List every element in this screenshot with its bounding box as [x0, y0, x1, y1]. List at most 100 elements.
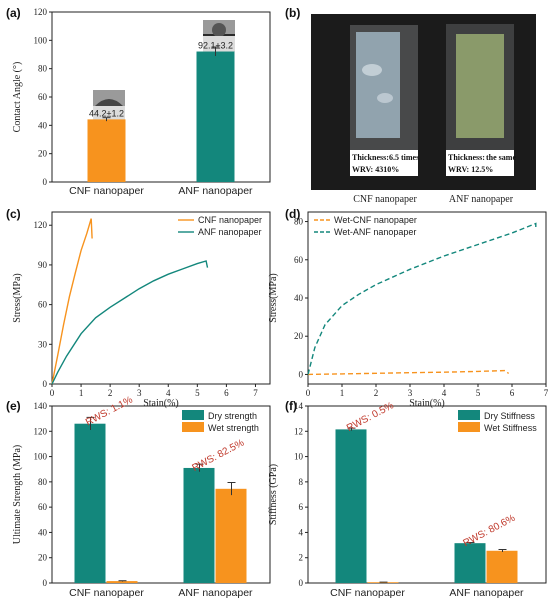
y-tick-label-a: 60: [38, 92, 48, 102]
panel-label-e: (e): [6, 399, 21, 413]
x-tick-label-c: 6: [224, 388, 229, 398]
panel-label-f: (f): [285, 399, 297, 413]
x-tick-label-d: 1: [340, 388, 345, 398]
category-label: CNF nanopaper: [69, 185, 144, 197]
x-tick-label-d: 7: [544, 388, 549, 398]
bar-anf: [196, 51, 235, 183]
y-tick-label-a: 20: [38, 149, 48, 159]
series-line-cnf-nanopaper: [51, 218, 93, 385]
photo-caption-anf: ANF nanopaper: [449, 194, 514, 205]
legend-label: Dry strength: [208, 411, 257, 421]
cnf-wrv: WRV: 4310%: [352, 165, 399, 174]
x-axis-label-c: Stain(%): [143, 398, 179, 409]
y-tick-label-c: 90: [38, 260, 48, 270]
y-tick-label-f: 14: [294, 401, 304, 411]
y-tick-label-e: 100: [34, 452, 48, 462]
bar-wet-stiffness: [367, 582, 399, 583]
y-tick-label-d: 80: [294, 217, 304, 227]
y-tick-label-f: 4: [299, 527, 304, 537]
bar-wet-strength: [215, 488, 247, 583]
anf-thickness-value: the same: [486, 153, 516, 162]
legend-label: CNF nanopaper: [198, 215, 262, 225]
y-tick-label-e: 80: [38, 477, 48, 487]
y-tick-label-a: 0: [43, 177, 48, 187]
y-tick-label-c: 60: [38, 300, 48, 310]
cnf-thickness-label: Thickness:: [352, 153, 389, 162]
x-tick-label-c: 5: [195, 388, 200, 398]
category-label: ANF nanopaper: [178, 185, 253, 197]
legend-swatch: [458, 422, 480, 432]
y-tick-label-c: 30: [38, 339, 48, 349]
contact-angle-photo-cnf: [93, 90, 125, 122]
category-label: ANF nanopaper: [449, 587, 524, 599]
bar-dry-stiffness: [335, 429, 367, 583]
legend-swatch: [182, 422, 204, 432]
y-tick-label-e: 140: [34, 401, 48, 411]
bar-wet-stiffness: [486, 550, 518, 583]
y-axis-label-e: Ultimate Strength (MPa): [12, 445, 23, 544]
x-tick-label-c: 3: [137, 388, 142, 398]
y-axis-label-d: Stress(MPa): [268, 273, 279, 322]
y-tick-label-f: 8: [299, 477, 304, 487]
photo-caption-cnf: CNF nanopaper: [353, 194, 417, 205]
y-tick-label-d: 20: [294, 331, 304, 341]
panel-label-d: (d): [285, 207, 300, 221]
legend-swatch: [182, 410, 204, 420]
y-axis-label-a: Contact Angle (°): [12, 62, 23, 133]
y-tick-label-e: 0: [43, 578, 48, 588]
x-tick-label-c: 2: [108, 388, 113, 398]
rws-annotation: RWS: 0.5%: [345, 400, 396, 434]
bar-dry-strength: [183, 467, 215, 583]
x-axis-label-d: Stain(%): [409, 398, 445, 409]
x-tick-label-c: 0: [50, 388, 55, 398]
panel-label-c: (c): [6, 207, 21, 221]
series-line-anf-nanopaper: [51, 260, 209, 385]
legend-label: Wet-ANF nanopaper: [334, 227, 416, 237]
y-tick-label-e: 120: [34, 426, 48, 436]
y-tick-label-d: 0: [299, 369, 304, 379]
y-tick-label-f: 6: [299, 502, 304, 512]
bar-dry-stiffness: [454, 543, 486, 583]
x-tick-label-d: 2: [374, 388, 379, 398]
panel-label-b: (b): [285, 6, 300, 20]
legend-label: ANF nanopaper: [198, 227, 262, 237]
plot-frame-f: [307, 405, 547, 584]
y-tick-label-a: 40: [38, 120, 48, 130]
y-tick-label-f: 0: [299, 578, 304, 588]
plot-frame-d: [307, 211, 547, 385]
y-tick-label-a: 120: [34, 7, 48, 17]
series-line-wet-anf-nanopaper: [307, 222, 537, 375]
y-tick-label-e: 20: [38, 553, 48, 563]
y-tick-label-e: 40: [38, 527, 48, 537]
plot-frame-c: [51, 211, 271, 385]
legend-label: Dry Stiffness: [484, 411, 535, 421]
y-tick-label-f: 12: [294, 426, 303, 436]
nanopaper-photo: [311, 14, 536, 190]
bar-dry-strength: [74, 423, 106, 583]
x-tick-label-d: 3: [408, 388, 413, 398]
plot-frame-a: [51, 11, 271, 183]
legend-label: Wet-CNF nanopaper: [334, 215, 417, 225]
data-label-1: 92.1±3.2: [198, 41, 233, 51]
series-line-wet-cnf-nanopaper: [307, 369, 510, 376]
x-tick-label-d: 6: [510, 388, 515, 398]
category-label: ANF nanopaper: [178, 587, 253, 599]
legend-label: Wet strength: [208, 423, 259, 433]
category-label: CNF nanopaper: [69, 587, 144, 599]
data-label-0: 44.2±1.2: [89, 108, 124, 118]
bar-cnf: [87, 119, 126, 182]
y-tick-label-f: 2: [299, 553, 304, 563]
x-tick-label-d: 0: [306, 388, 311, 398]
rws-annotation: RWS: 1.1%: [84, 394, 135, 428]
y-tick-label-f: 10: [294, 452, 304, 462]
y-axis-label-f: Stiffness (GPa): [268, 464, 279, 525]
cnf-thickness-value: 6.5 times: [389, 153, 419, 162]
x-tick-label-d: 4: [442, 388, 447, 398]
y-tick-label-d: 60: [294, 255, 304, 265]
y-tick-label-c: 120: [34, 220, 48, 230]
y-axis-label-c: Stress(MPa): [12, 273, 23, 322]
anf-wrv: WRV: 12.5%: [448, 165, 493, 174]
y-tick-label-a: 100: [34, 35, 48, 45]
y-tick-label-e: 60: [38, 502, 48, 512]
